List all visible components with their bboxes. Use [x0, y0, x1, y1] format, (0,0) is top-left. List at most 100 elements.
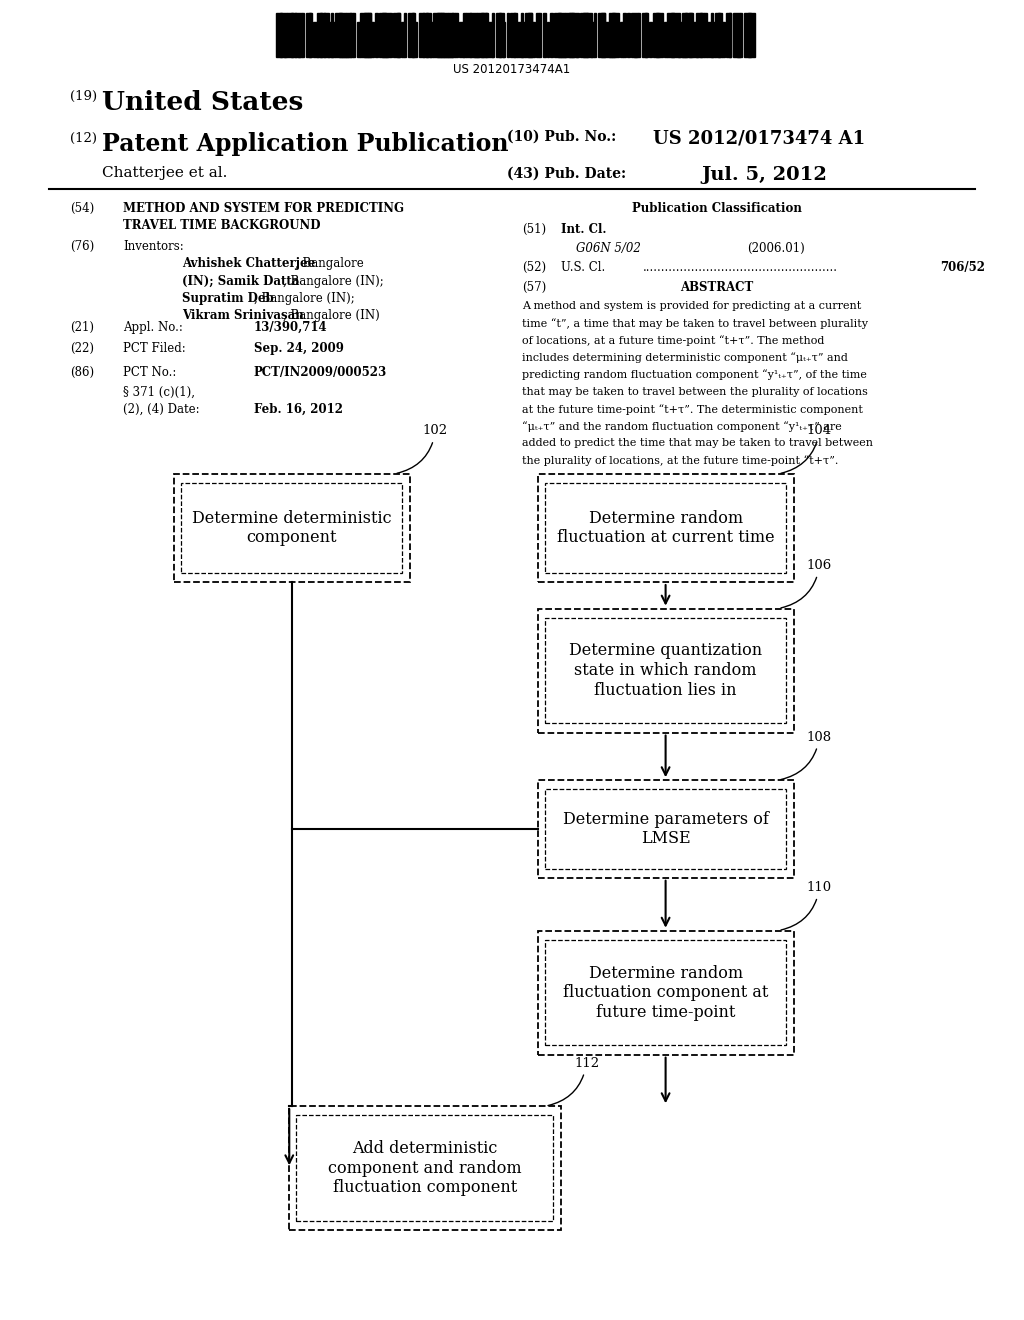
Bar	[708, 22, 715, 57]
FancyBboxPatch shape	[538, 609, 794, 733]
Bar	[488, 22, 494, 57]
Bar	[288, 13, 293, 57]
Bar	[423, 13, 428, 57]
Bar	[433, 13, 440, 57]
FancyBboxPatch shape	[538, 780, 794, 878]
Bar	[444, 22, 452, 57]
Text: 108: 108	[781, 730, 833, 780]
Text: “μₜ₊τ” and the random fluctuation component “y¹ₜ₊τ” are: “μₜ₊τ” and the random fluctuation compon…	[522, 421, 842, 432]
Text: 13/390,714: 13/390,714	[254, 321, 328, 334]
Text: , Bangalore (IN): , Bangalore (IN)	[284, 309, 380, 322]
Text: US 2012/0173474 A1: US 2012/0173474 A1	[653, 129, 865, 148]
Bar	[474, 22, 479, 57]
Text: , Bangalore (IN);: , Bangalore (IN);	[284, 275, 384, 288]
Text: Int. Cl.: Int. Cl.	[561, 223, 606, 236]
Bar	[349, 13, 352, 57]
Text: ....................................................: ........................................…	[643, 261, 838, 275]
Bar	[656, 13, 659, 57]
Bar	[711, 13, 713, 57]
Text: Inventors:: Inventors:	[123, 240, 183, 253]
Bar	[390, 13, 392, 57]
Text: (86): (86)	[70, 366, 94, 379]
Bar	[689, 13, 692, 57]
Bar	[514, 13, 517, 57]
Bar	[594, 13, 596, 57]
Text: 110: 110	[781, 880, 833, 931]
Text: that may be taken to travel between the plurality of locations: that may be taken to travel between the …	[522, 387, 868, 397]
Bar	[470, 13, 477, 57]
Text: 106: 106	[781, 558, 833, 609]
Bar	[365, 13, 372, 57]
Bar	[718, 13, 720, 57]
Text: PCT/IN2009/000523: PCT/IN2009/000523	[254, 366, 387, 379]
Text: (10) Pub. No.:: (10) Pub. No.:	[507, 129, 616, 144]
Bar	[543, 13, 546, 57]
Bar	[715, 13, 722, 57]
Bar	[521, 13, 523, 57]
Bar	[693, 22, 698, 57]
Bar	[463, 13, 466, 57]
Text: A method and system is provided for predicting at a current: A method and system is provided for pred…	[522, 301, 861, 312]
Text: added to predict the time that may be taken to travel between: added to predict the time that may be ta…	[522, 438, 873, 449]
Text: Patent Application Publication: Patent Application Publication	[102, 132, 509, 156]
Bar	[649, 22, 652, 57]
Bar	[437, 13, 444, 57]
Bar	[284, 22, 286, 57]
Bar	[627, 13, 630, 57]
Text: (57): (57)	[522, 281, 547, 294]
Text: (19): (19)	[70, 90, 96, 103]
Bar	[685, 13, 692, 57]
Bar	[740, 13, 742, 57]
Text: US 20120173474A1: US 20120173474A1	[454, 63, 570, 77]
Bar	[540, 13, 542, 57]
Text: (12): (12)	[70, 132, 96, 145]
Text: Avhishek Chatterjee: Avhishek Chatterjee	[182, 257, 315, 271]
Bar	[565, 13, 572, 57]
Bar	[335, 13, 342, 57]
Bar	[328, 22, 335, 57]
Text: Determine random
fluctuation component at
future time-point: Determine random fluctuation component a…	[563, 965, 768, 1020]
Bar	[729, 13, 731, 57]
Bar	[298, 22, 300, 57]
Bar	[568, 13, 573, 57]
Bar	[356, 22, 359, 57]
Bar	[419, 13, 424, 57]
FancyBboxPatch shape	[174, 474, 410, 582]
Bar	[375, 13, 378, 57]
Bar	[331, 13, 333, 57]
Bar	[575, 22, 578, 57]
Bar	[631, 13, 638, 57]
Bar	[379, 13, 386, 57]
Bar	[748, 13, 755, 57]
Bar	[353, 13, 355, 57]
Text: 112: 112	[548, 1056, 599, 1106]
Bar	[500, 13, 505, 57]
Bar	[601, 13, 604, 57]
Bar	[276, 13, 282, 57]
Text: , Bangalore (IN);: , Bangalore (IN);	[254, 292, 354, 305]
Text: Publication Classification: Publication Classification	[632, 202, 802, 215]
Text: 104: 104	[781, 424, 833, 474]
Bar	[678, 22, 685, 57]
Bar	[503, 22, 505, 57]
Bar	[608, 13, 615, 57]
Bar	[360, 13, 368, 57]
Bar	[346, 13, 351, 57]
Bar	[642, 13, 647, 57]
Bar	[342, 22, 349, 57]
Bar	[561, 22, 566, 57]
Bar	[386, 22, 388, 57]
Bar	[382, 13, 389, 57]
Text: PCT Filed:: PCT Filed:	[123, 342, 185, 355]
Text: U.S. Cl.: U.S. Cl.	[561, 261, 605, 275]
Bar	[416, 22, 418, 57]
FancyBboxPatch shape	[538, 474, 794, 582]
Bar	[652, 13, 659, 57]
Bar	[430, 22, 433, 57]
Bar	[528, 13, 531, 57]
Bar	[726, 13, 731, 57]
Text: (21): (21)	[70, 321, 93, 334]
Text: United States: United States	[102, 90, 304, 115]
Bar	[736, 22, 739, 57]
Bar	[550, 13, 553, 57]
